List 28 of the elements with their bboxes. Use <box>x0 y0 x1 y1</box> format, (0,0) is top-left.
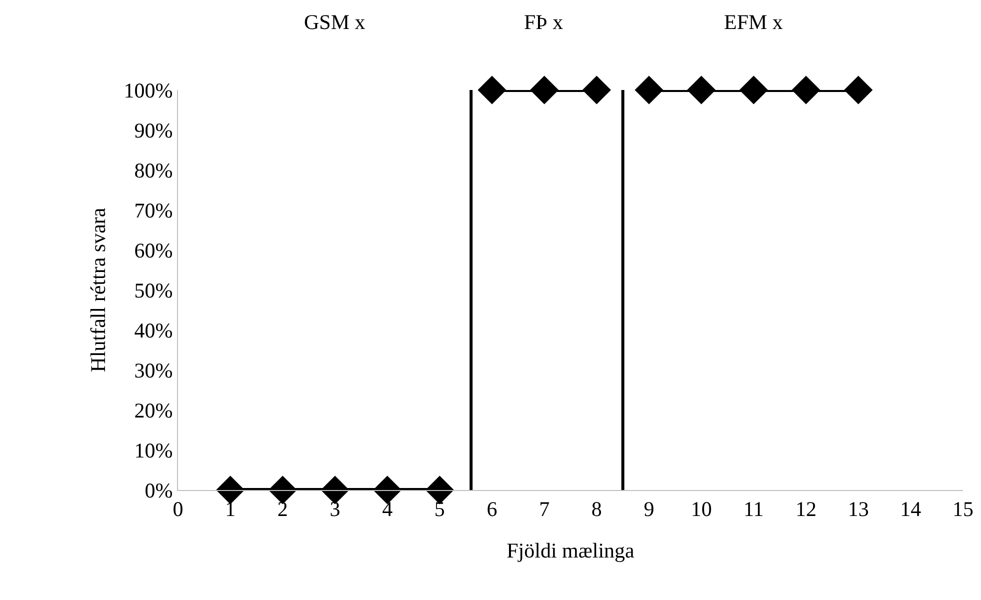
x-tick-label: 15 <box>952 497 974 522</box>
x-tick-label: 12 <box>796 497 816 522</box>
y-tick-label: 0% <box>144 478 173 502</box>
y-tick-label: 40% <box>134 318 173 342</box>
y-tick-label: 30% <box>134 358 173 382</box>
x-tick-label: 10 <box>690 497 712 522</box>
text: GSM x <box>304 10 366 34</box>
x-tick-label: 8 <box>591 497 602 522</box>
y-tick-label: 100% <box>124 78 173 102</box>
text: EFM x <box>724 10 784 34</box>
x-tick-label: 13 <box>848 497 869 522</box>
y-axis-title: Hlutfall réttra svara <box>86 207 110 372</box>
x-tick-label: 11 <box>744 497 764 522</box>
x-tick-label: 0 <box>172 497 184 522</box>
y-tick-label: 90% <box>134 118 173 142</box>
x-tick-label: 14 <box>900 497 922 522</box>
y-tick-label: 70% <box>134 198 173 222</box>
x-tick-label: 6 <box>486 497 498 522</box>
x-tick-label: 7 <box>539 497 550 522</box>
y-tick-label: 80% <box>134 158 173 182</box>
y-tick-label: 10% <box>134 438 173 462</box>
y-tick-label: 50% <box>134 278 173 302</box>
y-tick-label: 60% <box>134 238 173 262</box>
y-tick-label: 20% <box>134 398 173 422</box>
x-axis-title: Fjöldi mælinga <box>506 538 636 562</box>
x-tick-label: 9 <box>644 497 654 522</box>
x-tick-label: 4 <box>382 497 394 522</box>
text: FÞ x <box>524 10 564 34</box>
